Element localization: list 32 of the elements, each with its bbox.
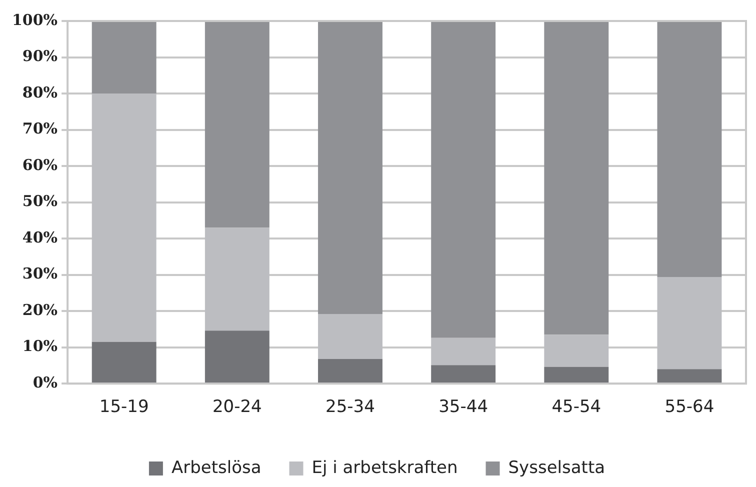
x-tick-label: 35-44 — [438, 397, 488, 418]
bar — [204, 330, 270, 383]
y-tick-label: 90% — [22, 47, 58, 66]
bar — [318, 358, 382, 383]
y-tick-label: 70% — [22, 120, 58, 138]
legend-label: Ej i arbetskraften — [312, 458, 458, 478]
y-tick-label: 60% — [22, 156, 58, 174]
y-tick-label: 50% — [22, 192, 58, 210]
y-tick-label: 10% — [22, 337, 58, 356]
y-tick-label: 40% — [22, 228, 58, 246]
legend-label: Sysselsatta — [508, 458, 606, 478]
bar — [544, 366, 609, 383]
bar — [431, 365, 496, 383]
x-tick-label: 55-64 — [664, 397, 714, 418]
bar — [92, 21, 156, 94]
bar — [204, 21, 270, 228]
bar — [92, 342, 156, 383]
y-tick-label: 0% — [32, 373, 58, 392]
y-tick-label: 80% — [22, 83, 58, 102]
y-tick-label: 100% — [12, 10, 58, 29]
x-tick-label: 20-24 — [212, 397, 262, 418]
y-tick-label: 20% — [22, 300, 58, 319]
y-tick-label: 30% — [22, 264, 58, 283]
bar — [657, 21, 722, 277]
x-tick-label: 45-54 — [552, 397, 602, 418]
bar — [657, 369, 722, 383]
bar — [431, 21, 496, 338]
legend-label: Arbetslösa — [171, 458, 262, 478]
bar — [544, 21, 609, 335]
x-tick-label: 15-19 — [99, 397, 149, 418]
x-tick-label: 25-34 — [326, 397, 375, 418]
bar — [318, 21, 382, 314]
